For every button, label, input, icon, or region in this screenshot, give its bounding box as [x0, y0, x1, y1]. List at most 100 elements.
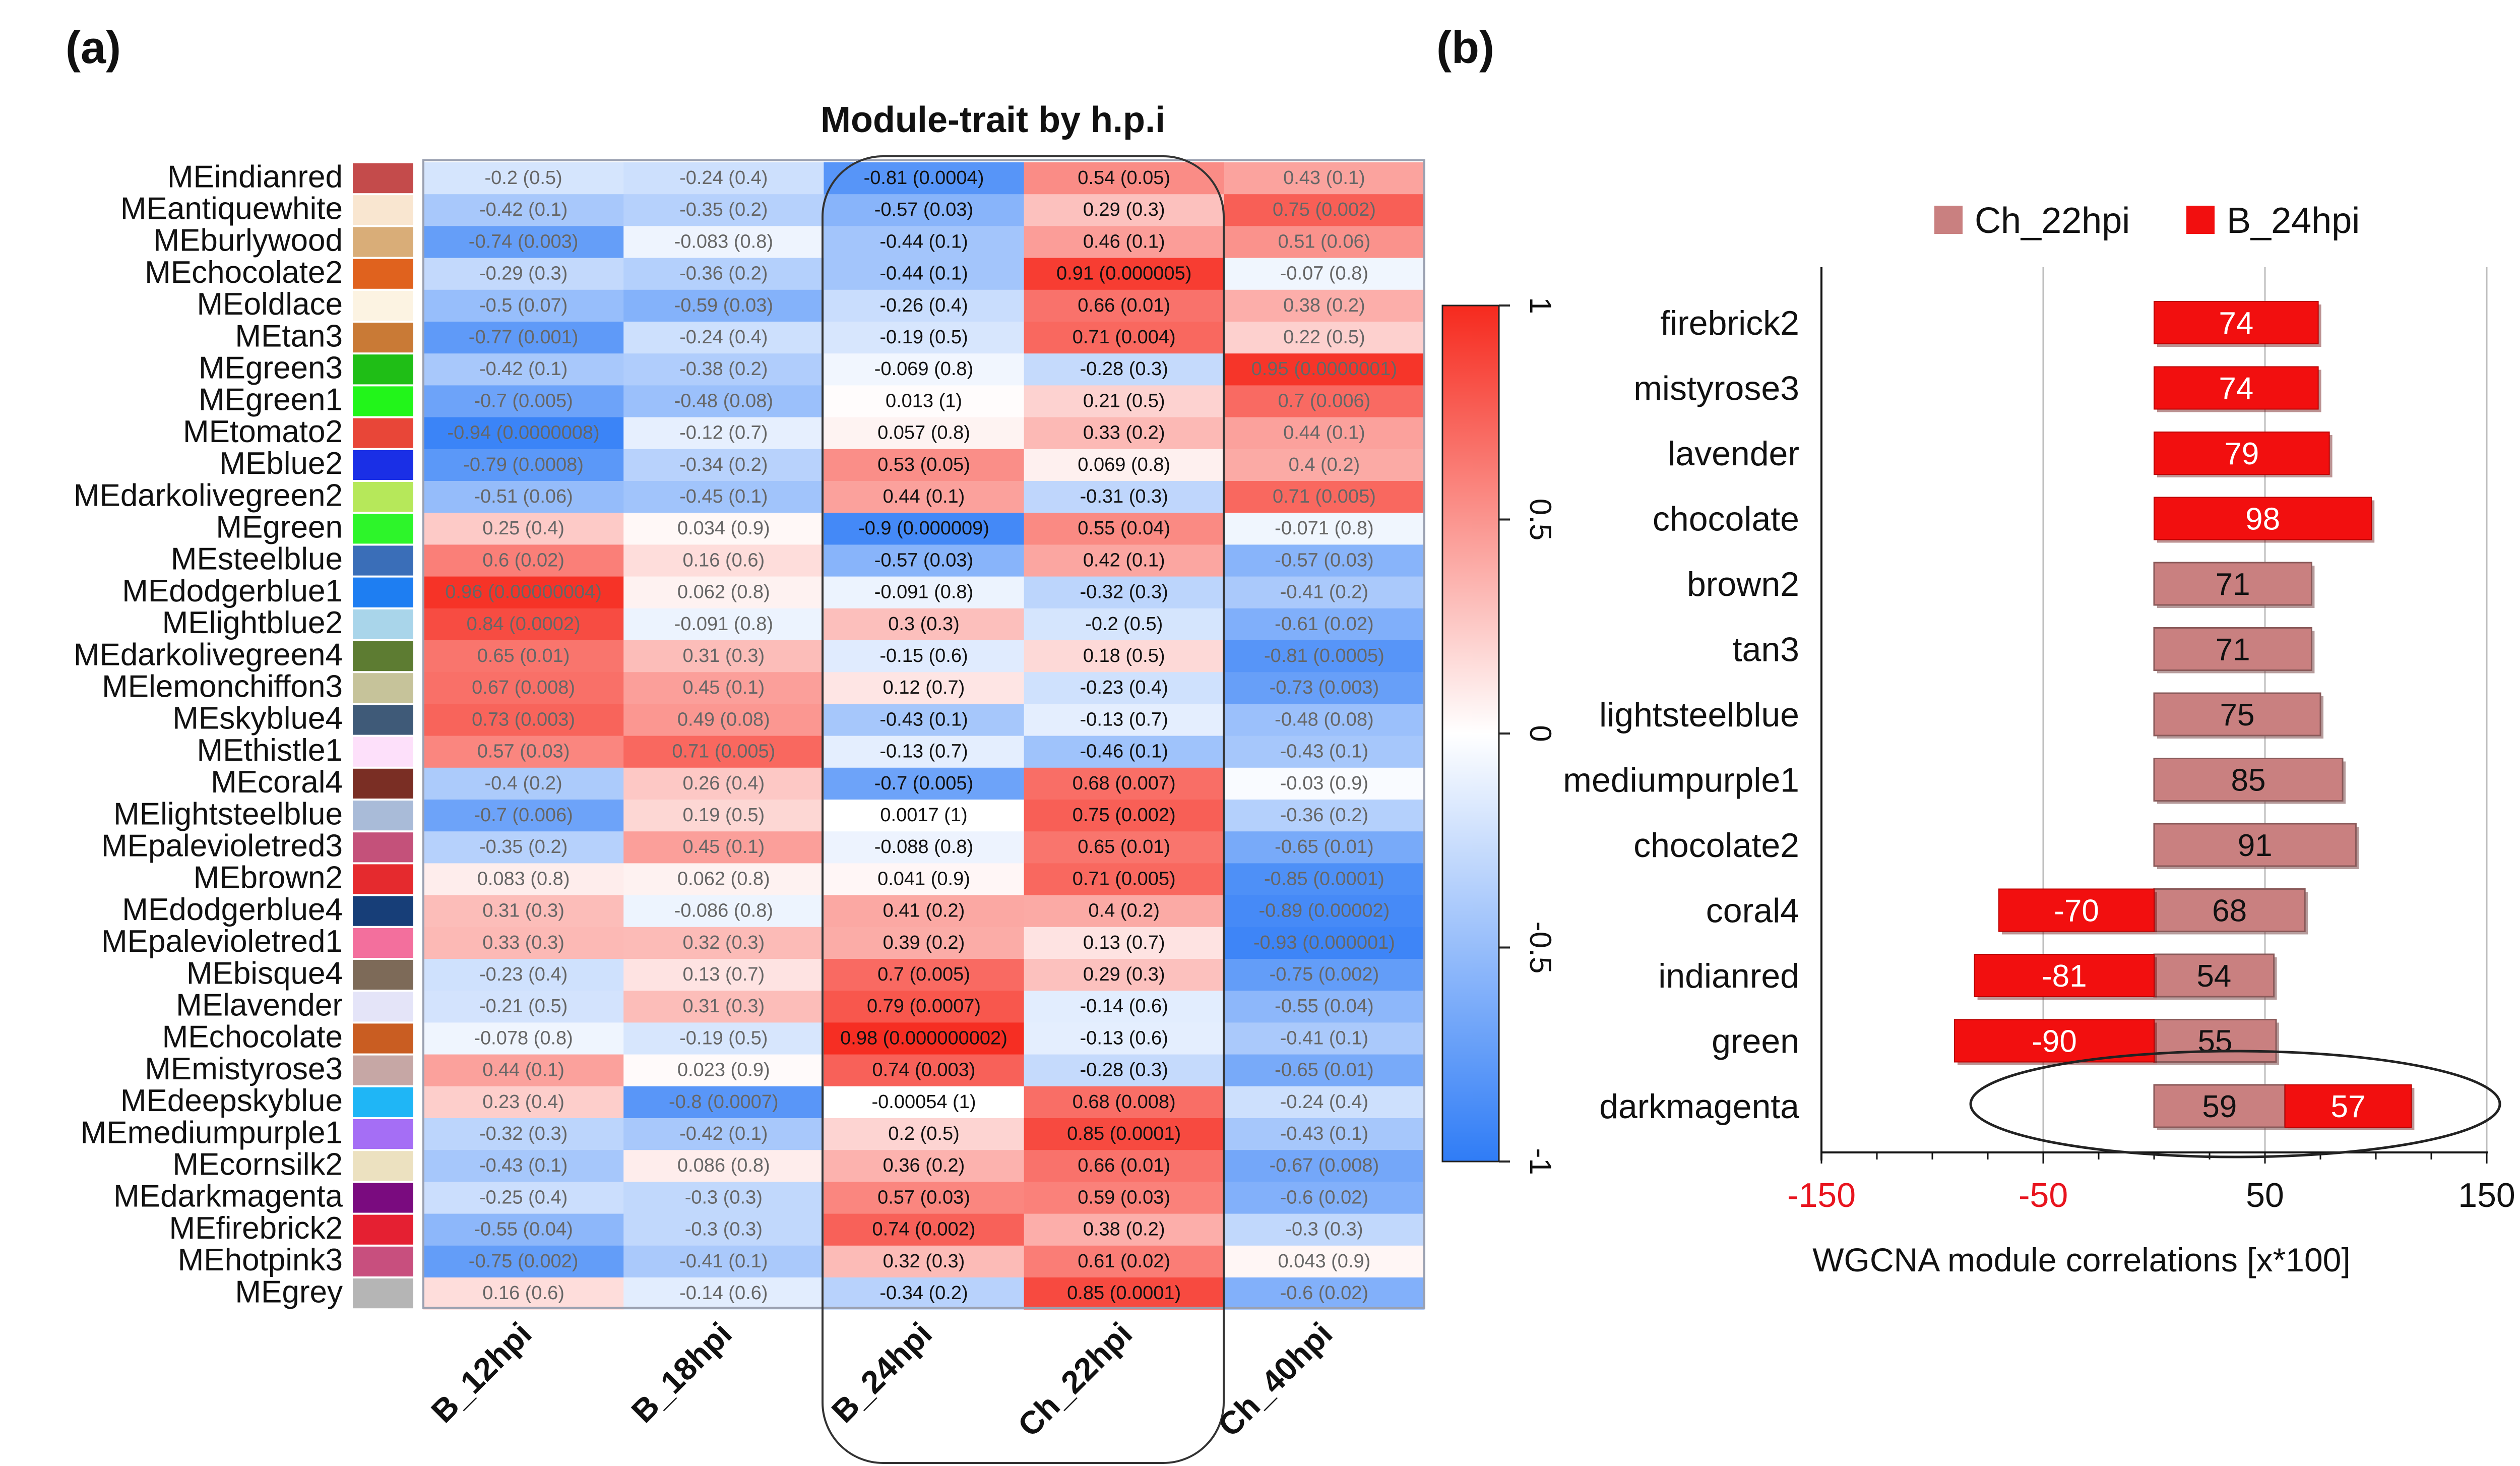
module-label: MEoldlace: [197, 287, 343, 322]
heatmap-cell: [423, 544, 624, 577]
heatmap-cell: [1024, 353, 1225, 386]
heatmap-cell: [824, 385, 1025, 418]
highlight-ellipse-b: [1969, 1050, 2501, 1158]
heatmap-cell: [1024, 226, 1225, 259]
module-swatch: [353, 609, 413, 639]
heatmap-cell: [1024, 640, 1225, 673]
bar-b24hpi: [1974, 954, 2155, 997]
heatmap-cell: [1224, 544, 1425, 577]
module-label: MEgrey: [235, 1274, 343, 1309]
heatmap-cell: [623, 767, 824, 800]
cell-label: -0.41 (0.1): [679, 1251, 768, 1272]
x-tick-label: 50: [2246, 1176, 2284, 1214]
legend-swatch: [2186, 206, 2215, 234]
cell-label: -0.28 (0.3): [1080, 1060, 1168, 1081]
module-swatch: [353, 163, 413, 194]
bar-value-label: 71: [2216, 633, 2250, 667]
cell-label: 0.23 (0.4): [482, 1091, 564, 1113]
cell-label: 0.66 (0.01): [1078, 1155, 1170, 1176]
heatmap-cell: [623, 417, 824, 450]
cell-label: 0.57 (0.03): [477, 741, 570, 762]
bar-ch22hpi: [2153, 823, 2357, 867]
bar-b24hpi: [2154, 301, 2319, 344]
heatmap-cell: [1024, 959, 1225, 991]
x-axis: -150 -50 50 150: [1787, 267, 2515, 1214]
heatmap-cell: [623, 576, 824, 609]
module-swatch: [353, 1183, 413, 1213]
bar-ch22hpi: [2153, 627, 2312, 671]
cell-label: 0.31 (0.3): [482, 900, 564, 922]
heatmap-cell: [623, 927, 824, 959]
cell-label: 0.18 (0.5): [1083, 645, 1165, 666]
module-swatch: [353, 801, 413, 831]
heatmap-cell: [623, 226, 824, 259]
heatmap-cell: [1024, 194, 1225, 226]
heatmap-cell: [1224, 1277, 1425, 1310]
heatmap-cell: [824, 226, 1025, 259]
heatmap-cell: [1224, 1150, 1425, 1182]
bar-value-label: -81: [2042, 959, 2087, 994]
cell-label: -0.43 (0.1): [1280, 1123, 1368, 1144]
heatmap-cell: [1224, 1054, 1425, 1087]
module-label: MEhotpink3: [178, 1243, 343, 1277]
bar-value-label: -90: [2032, 1024, 2077, 1059]
heatmap-cell: [423, 289, 624, 322]
cell-label: -0.67 (0.008): [1270, 1155, 1379, 1176]
cell-label: 0.57 (0.03): [877, 1187, 970, 1208]
cell-label: 0.43 (0.1): [1283, 167, 1365, 189]
bar-value-label: 75: [2220, 698, 2255, 732]
cell-label: -0.85 (0.0001): [1264, 868, 1384, 889]
heatmap-cell: [423, 608, 624, 641]
cell-label: -0.89 (0.00002): [1258, 900, 1390, 922]
cell-label: -0.36 (0.2): [679, 263, 768, 284]
heatmap-cell: [623, 385, 824, 418]
heatmap-cell: [423, 640, 624, 673]
heatmap-cell: [1224, 194, 1425, 226]
heatmap-cell: [824, 1150, 1025, 1182]
cell-label: 0.75 (0.002): [1073, 805, 1176, 826]
heatmap-cell: [1024, 927, 1225, 959]
cell-label: -0.65 (0.01): [1275, 1060, 1373, 1081]
cell-label: 0.71 (0.005): [1273, 486, 1376, 507]
heatmap-cell: [824, 800, 1025, 832]
heatmap-cell: [1224, 640, 1425, 673]
heatmap-cell: [1024, 1277, 1225, 1310]
cell-label: -0.79 (0.0008): [463, 454, 584, 475]
module-swatch: [353, 514, 413, 544]
bar-legend: Ch_22hpi B_24hpi: [1934, 201, 2360, 241]
cell-label: 0.44 (0.1): [883, 486, 965, 507]
legend-swatch: [1934, 206, 1963, 234]
cell-label: 0.21 (0.5): [1083, 390, 1165, 411]
heatmap-cells: -0.2 (0.5) -0.24 (0.4) -0.81 (0.0004) 0.54 …: [423, 162, 1425, 1310]
heatmap-cell: [623, 289, 824, 322]
heatmap-cell: [623, 800, 824, 832]
cell-label: 0.069 (0.8): [1078, 454, 1170, 475]
cell-label: 0.98 (0.000000002): [840, 1027, 1007, 1049]
heatmap-cell: [623, 322, 824, 354]
module-swatch: [353, 1023, 413, 1054]
cell-label: -0.3 (0.3): [685, 1187, 763, 1208]
cell-label: -0.41 (0.2): [1280, 582, 1368, 603]
cell-label: 0.68 (0.008): [1073, 1091, 1176, 1113]
cell-label: 0.25 (0.4): [482, 518, 564, 539]
cell-label: 0.32 (0.3): [883, 1251, 965, 1272]
cell-label: 0.33 (0.2): [1083, 422, 1165, 444]
cell-label: 0.84 (0.0002): [467, 614, 581, 635]
module-label: MEtomato2: [183, 414, 343, 449]
module-label: MEpalevioletred3: [101, 828, 343, 863]
bar-b24hpi: [1954, 1019, 2155, 1063]
module-swatch: [353, 482, 413, 512]
cell-label: 0.043 (0.9): [1278, 1251, 1371, 1272]
heatmap-cell: [1224, 162, 1425, 195]
heatmap-cell: [824, 640, 1025, 673]
cell-label: -0.43 (0.1): [479, 1155, 568, 1176]
module-label: MEcornsilk2: [172, 1147, 343, 1182]
module-swatch: [353, 418, 413, 448]
cell-label: 0.013 (1): [886, 390, 962, 411]
heatmap-cell: [423, 863, 624, 896]
cell-label: -0.43 (0.1): [1280, 741, 1368, 762]
heatmap-cell: [1024, 322, 1225, 354]
heatmap-cell: [623, 895, 824, 928]
cell-label: -0.55 (0.04): [474, 1219, 573, 1240]
cell-label: -0.8 (0.0007): [669, 1091, 779, 1113]
